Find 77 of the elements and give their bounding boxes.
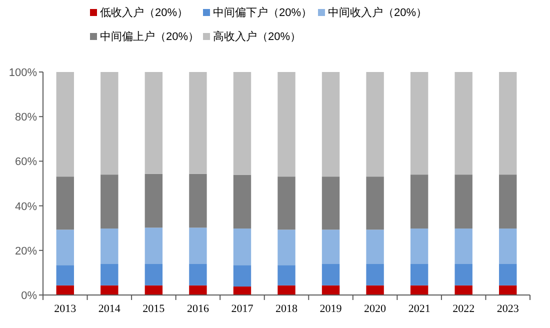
bar [189,264,207,286]
bar [100,228,118,264]
x-tick-label: 2018 [276,303,298,315]
bar [366,264,384,286]
bar [322,176,340,230]
x-tick-label: 2022 [452,303,475,315]
bar [366,285,384,295]
bar [454,285,472,295]
y-tick-label: 20% [14,245,38,258]
bar [144,285,163,295]
bar [410,264,428,286]
bar [499,72,517,175]
bar [56,176,74,230]
bar [56,72,74,177]
y-tick-label: 40% [14,200,38,213]
bar [454,174,472,229]
bar [189,228,207,264]
legend-label: 中间偏上户（20%） [100,30,200,43]
bar [454,228,472,264]
bar [144,72,163,174]
y-tick-label: 60% [14,156,38,168]
legend-label: 中间收入户（20%） [328,6,428,19]
bar [100,72,118,175]
bar [410,285,428,295]
x-tick-label: 2023 [496,303,520,315]
y-tick-label: 0% [21,290,38,302]
x-tick-label: 2015 [142,303,166,315]
bar [278,265,296,286]
bar [499,228,517,264]
bar [56,230,74,266]
x-tick-label: 2021 [408,303,430,315]
bar [278,72,296,177]
bar [233,72,252,175]
bar [100,174,118,229]
x-tick-label: 2014 [98,303,121,315]
bar [499,174,517,229]
bar [233,228,252,266]
bar [499,264,517,286]
bar [189,72,207,174]
bar [322,230,340,264]
bar [100,264,118,286]
bar [56,285,74,295]
bar [233,265,252,287]
bar [278,285,296,295]
legend-label: 低收入户（20%） [100,6,188,19]
bar [366,176,384,230]
bar [366,230,384,264]
bar [499,285,517,295]
bar [322,264,340,286]
bar [144,228,163,264]
legend-label: 中间偏下户（20%） [213,6,312,19]
bar [410,174,428,229]
y-tick-label: 100% [8,67,38,79]
x-tick-label: 2013 [54,303,77,315]
bar [100,285,118,295]
bar [322,72,340,177]
bar [410,228,428,264]
bar [454,72,472,175]
bar [144,174,163,228]
x-tick-label: 2020 [364,303,387,315]
bar [233,174,252,229]
x-tick-label: 2016 [186,303,210,315]
x-tick-label: 2017 [231,303,254,315]
bar [322,285,340,295]
bar [189,285,207,295]
bar [278,230,296,266]
y-tick-label: 80% [14,112,38,124]
bar [454,264,472,286]
x-tick-label: 2019 [320,303,342,315]
bar [278,176,296,230]
bar [410,72,428,175]
bar [144,264,163,286]
bar [233,286,252,295]
bar [189,174,207,228]
legend-label: 高收入户（20%） [213,30,302,43]
bar [56,265,74,286]
bar [366,72,384,177]
